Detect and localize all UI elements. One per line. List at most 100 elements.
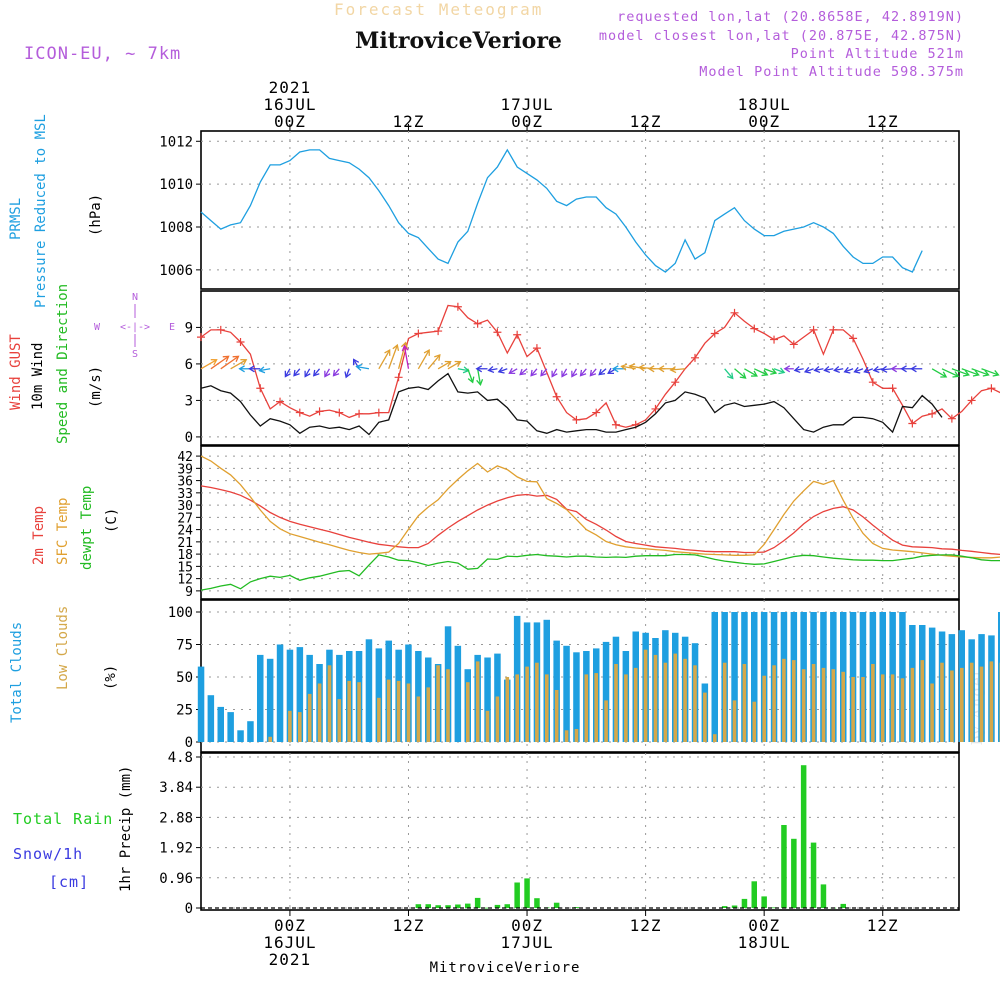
clouds-bar [653, 654, 658, 742]
clouds-bar [475, 661, 480, 742]
precip-ytick-label: 0.96 [159, 871, 193, 887]
clouds-bar [296, 647, 304, 742]
clouds-bar [286, 649, 294, 742]
clouds-bar [347, 680, 351, 742]
wind-arrow [220, 355, 239, 370]
wind-arrow [794, 368, 804, 371]
temperature-series-line [200, 485, 1000, 556]
wind-arrow-head [384, 348, 391, 356]
wind-gust-marker [513, 330, 522, 339]
clouds-bar [357, 682, 361, 742]
temperature-ytick-label: 21 [177, 536, 193, 551]
wind-ytick-label: 9 [185, 320, 193, 336]
bottom-time-label: 16JUL [263, 933, 316, 952]
wind-gust-marker [256, 384, 265, 393]
clouds-ytick-label: 75 [176, 638, 193, 654]
precip-ytick-label: 0 [185, 901, 193, 917]
wind-arrow [530, 368, 538, 377]
pressure-ytick-label: 1010 [159, 177, 193, 193]
wind-gust-marker [611, 420, 620, 429]
top-time-label: 18JUL [738, 95, 791, 114]
wind-gust-marker [236, 338, 245, 347]
precip-bar [573, 907, 580, 908]
clouds-bar [336, 654, 343, 742]
compass-e: E [169, 322, 175, 333]
clouds-bar [466, 682, 470, 742]
clouds-bar [298, 712, 302, 742]
top-time-label: 12Z [630, 112, 662, 131]
wind-gust-marker [868, 378, 877, 387]
precip-bar [474, 897, 481, 908]
precip-bar [465, 903, 471, 908]
clouds-bar [386, 679, 391, 742]
clouds-bar [762, 675, 766, 742]
bottom-time-label: 00Z [274, 916, 306, 935]
closest-coords: model closest lon,lat (20.875E, 42.875N) [598, 28, 964, 44]
wind-arrow-head [620, 363, 628, 371]
wind-arrow-head [890, 365, 898, 373]
wind-arrow-head [475, 365, 483, 373]
wind-arrow-head [727, 372, 734, 380]
temperature-ytick-label: 36 [177, 475, 193, 490]
wind-arrow-head [940, 371, 948, 378]
clouds-bar [564, 730, 569, 742]
clouds-bar [535, 662, 539, 742]
clouds-bar [920, 660, 925, 742]
clouds-bar [910, 667, 915, 742]
location-title: MitroviceVeriore [355, 28, 562, 54]
wind-gust-marker [750, 324, 759, 333]
temperature-ytick-label: 12 [177, 573, 193, 588]
clouds-bar [841, 671, 845, 742]
clouds-bar [880, 674, 885, 742]
wind-arrow [345, 368, 350, 378]
wind-gust-marker [434, 327, 443, 336]
clouds-bar [217, 706, 224, 742]
clouds-bar [247, 721, 254, 742]
wind-arrow-head [540, 369, 547, 377]
wind-gust-marker [394, 373, 403, 382]
wind-gust-marker [987, 384, 996, 393]
wind-ytick-label: 3 [185, 393, 193, 409]
wind-arrow-head [628, 363, 636, 371]
precip-bar [534, 898, 540, 908]
wind-arrow-head [210, 359, 218, 366]
clouds-bar [266, 658, 274, 742]
clouds-bar [969, 662, 974, 742]
wind-arrow [457, 368, 469, 372]
wind-arrow [854, 368, 864, 373]
clouds-bar [732, 700, 737, 742]
temperature-ytick-label: 9 [185, 585, 193, 600]
precip-ytick-label: 1.92 [159, 841, 193, 857]
wind-arrow [467, 368, 474, 383]
wind-arrow [754, 368, 768, 376]
precip-panel-frame [200, 752, 960, 911]
wind-ytick-label: 6 [185, 357, 193, 373]
total-rain-label: Total Rain [13, 810, 114, 828]
clouds-bar [554, 690, 559, 742]
clouds-bar [663, 662, 668, 742]
wind-arrow [873, 368, 883, 371]
wind-gust-marker [335, 408, 344, 417]
wind-arrow-head [240, 359, 248, 366]
clouds-bar [276, 644, 284, 742]
wind-arrow-head [400, 341, 408, 349]
wind-arrow-head [751, 370, 758, 377]
wind-arrow-head [761, 369, 769, 377]
wind-arrow [951, 368, 970, 376]
clouds-ytick-label: 50 [176, 670, 193, 686]
precip-bar [820, 884, 827, 908]
wind-arrow [941, 368, 959, 377]
wind-arrow-head [222, 355, 230, 362]
clouds-bar [979, 666, 984, 742]
wind-arrow-head [880, 365, 888, 373]
clouds-bar [207, 695, 215, 742]
precip-bar [751, 881, 757, 908]
pressure-panel-frame [200, 130, 960, 290]
wind-arrow [931, 368, 947, 378]
wind-arrow-head [833, 366, 841, 374]
wind-arrow [498, 368, 508, 373]
wind-arrow-head [853, 366, 861, 374]
wind-arrow-head [607, 367, 615, 375]
clouds-bar [375, 648, 383, 742]
wind-arrow-head [355, 363, 363, 371]
